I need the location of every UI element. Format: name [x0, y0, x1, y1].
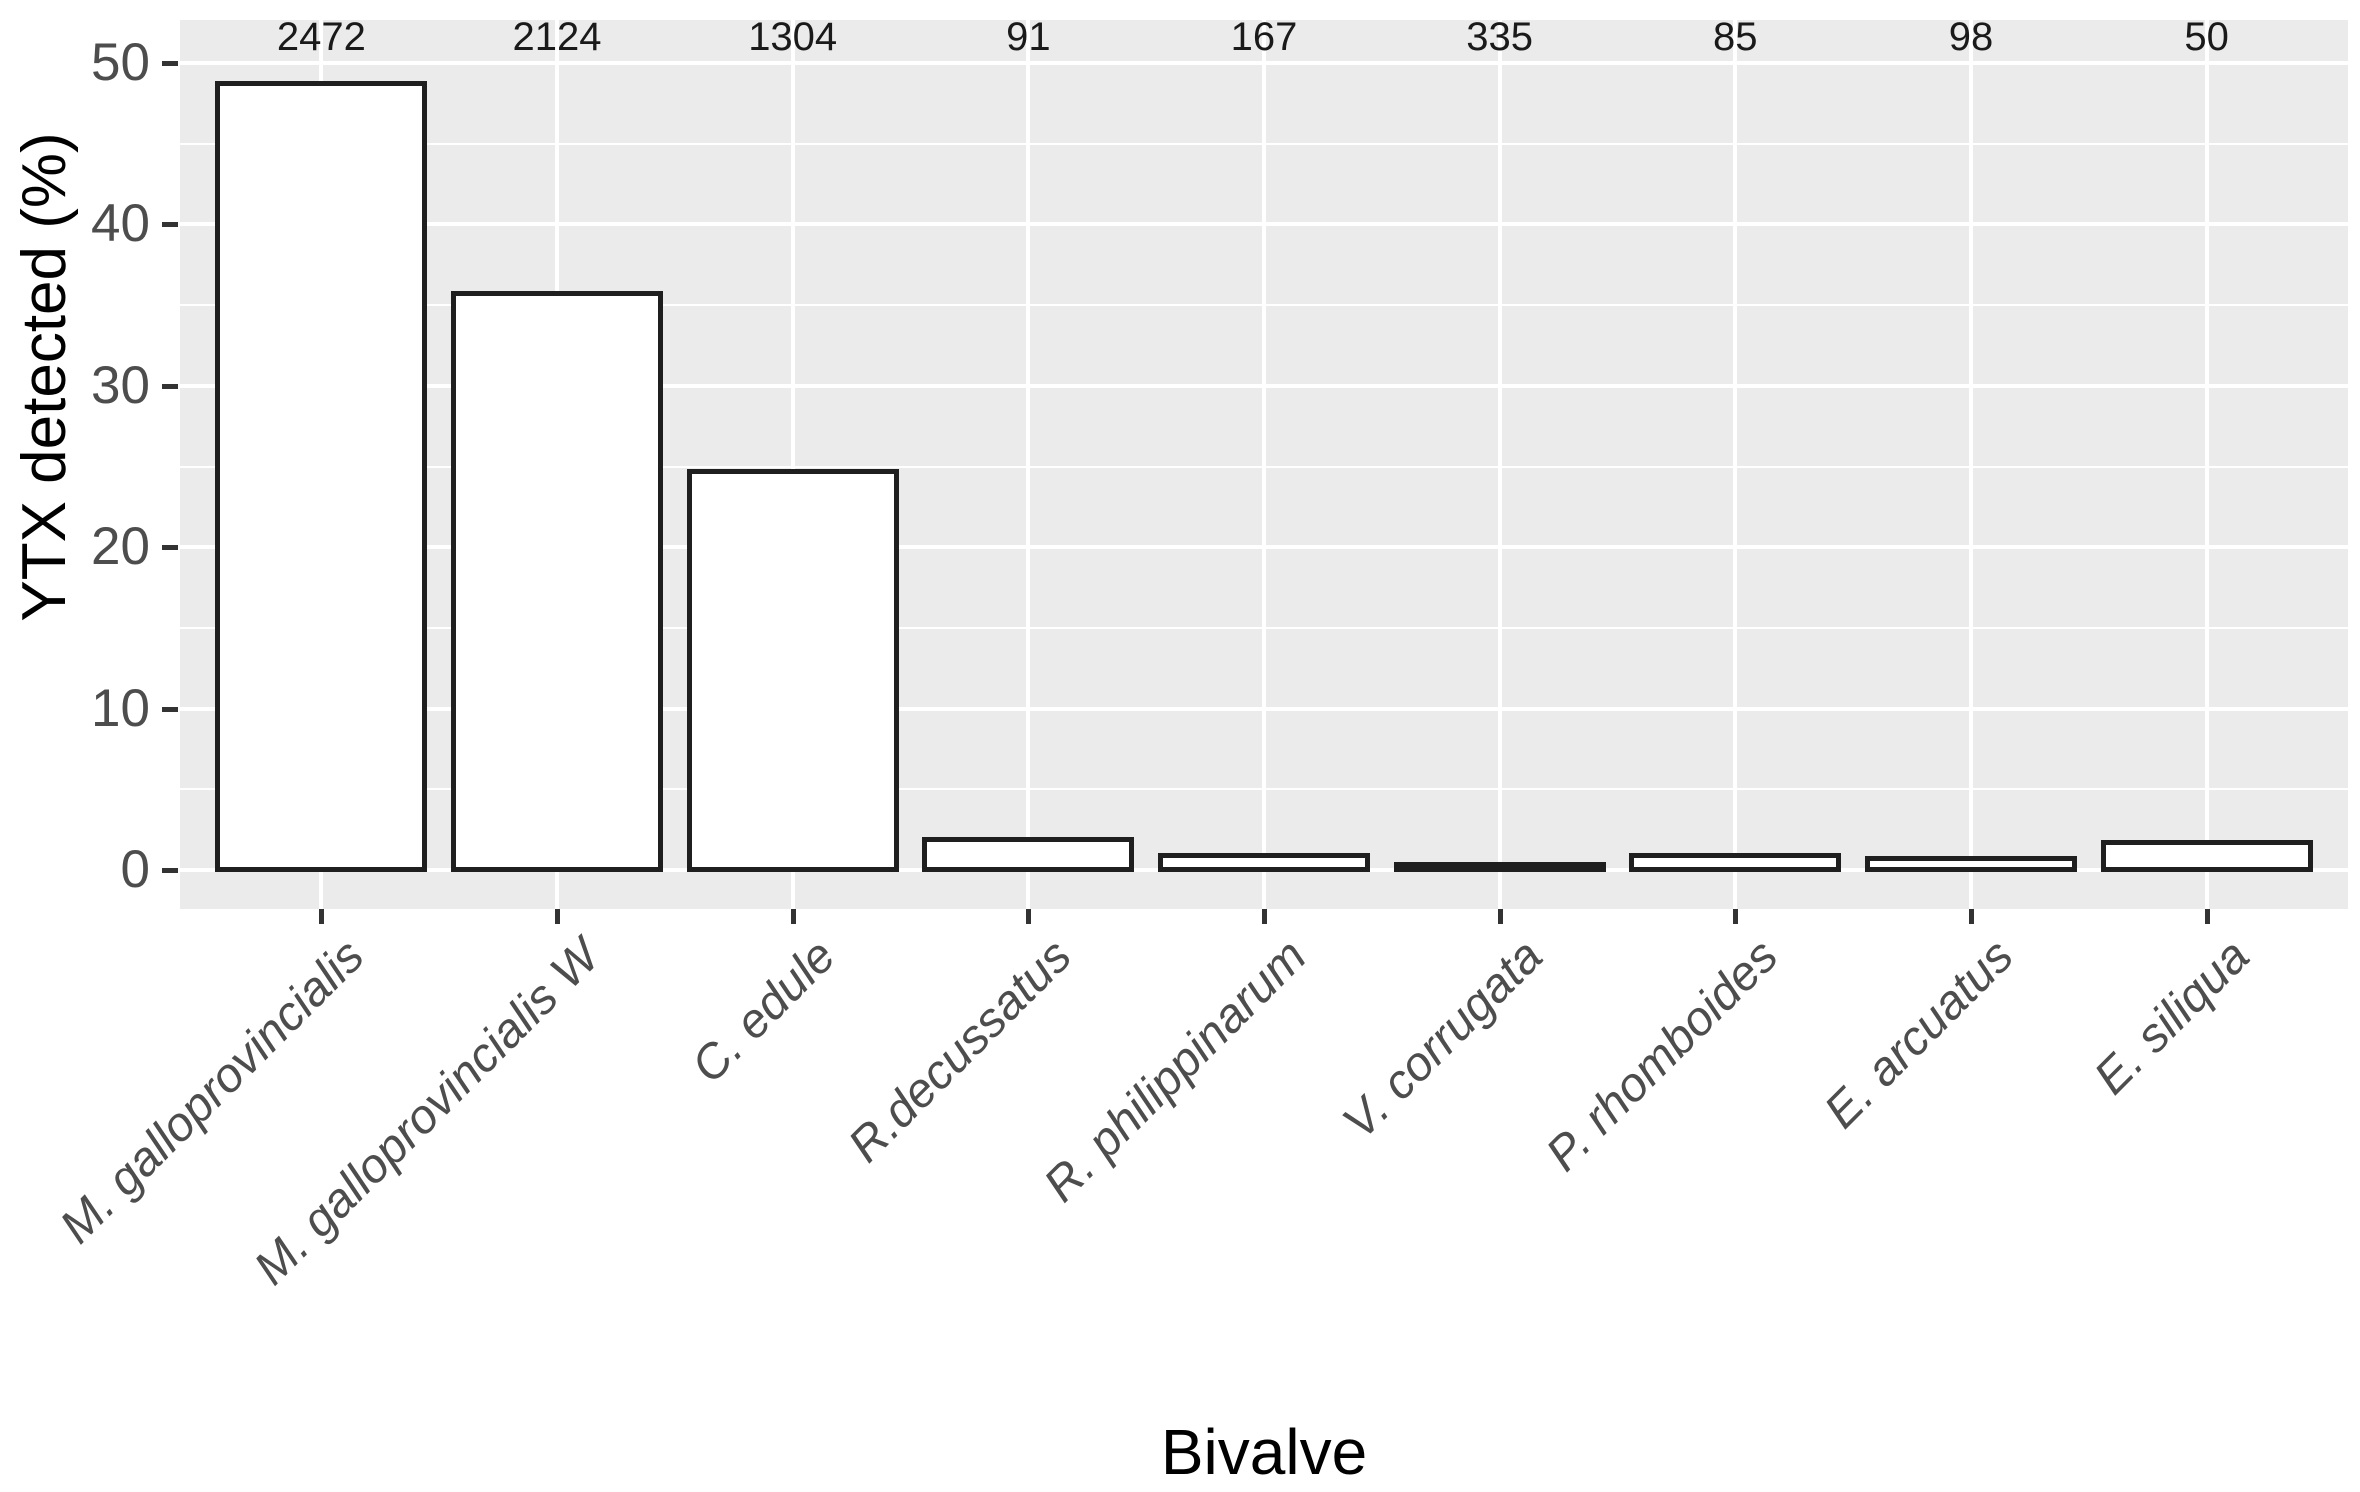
bar [1864, 855, 2077, 872]
grid-major-line-vertical [1497, 20, 1502, 909]
grid-major-line-vertical [2204, 20, 2209, 909]
count-label: 2472 [276, 15, 366, 59]
y-tick-label: 10 [91, 678, 150, 738]
x-tick-label: V. corrugata [1332, 929, 1553, 1150]
bar [215, 81, 428, 872]
x-tick-mark [1968, 909, 1974, 924]
x-tick-mark [790, 909, 796, 924]
x-tick-mark [1497, 909, 1503, 924]
count-label: 85 [1713, 15, 1758, 59]
count-label: 50 [2184, 15, 2229, 59]
x-tick-mark [1733, 909, 1739, 924]
count-label: 335 [1466, 15, 1534, 59]
bar [1158, 852, 1370, 872]
plot-panel [180, 20, 2348, 909]
count-label: 91 [1006, 15, 1051, 59]
count-label: 2124 [512, 15, 602, 59]
x-tick-label: C. edule [681, 929, 846, 1094]
x-tick-mark [319, 909, 325, 924]
y-tick-label: 30 [91, 355, 150, 415]
count-label: 1304 [748, 15, 838, 59]
x-tick-mark [1262, 909, 1267, 924]
y-tick-mark [162, 61, 178, 66]
grid-major-line-vertical [790, 20, 795, 909]
x-tick-label: E. siliqua [2084, 929, 2260, 1105]
x-tick-label: E. arcuatus [1814, 929, 2024, 1139]
bar [1393, 862, 1606, 872]
grid-major-line-vertical [1968, 20, 1973, 909]
bar [1629, 852, 1842, 872]
y-tick-label: 40 [91, 194, 150, 254]
x-tick-mark [555, 909, 561, 924]
bar [686, 468, 899, 872]
grid-major-line-vertical [1733, 20, 1738, 909]
x-tick-mark [2204, 909, 2210, 924]
count-label: 98 [1948, 15, 1994, 59]
bar [451, 290, 664, 872]
x-axis-title: Bivalve [1160, 1416, 1368, 1488]
grid-major-line-vertical [1026, 20, 1031, 909]
y-axis-title: YTX detected (%) [10, 132, 79, 622]
y-tick-mark [162, 222, 178, 228]
x-tick-label: R.decussatus [838, 929, 1082, 1173]
bar [2100, 839, 2313, 872]
y-tick-label: 0 [120, 840, 150, 899]
y-tick-mark [162, 706, 178, 712]
y-tick-label: 50 [91, 33, 150, 92]
y-tick-mark [162, 383, 178, 389]
y-tick-mark [162, 545, 178, 551]
grid-major-line-vertical [1262, 20, 1266, 909]
count-label: 167 [1230, 15, 1298, 59]
x-tick-mark [1026, 909, 1032, 924]
x-tick-label: P. rhomboides [1536, 929, 1789, 1182]
y-tick-label: 20 [91, 517, 150, 577]
bar [922, 836, 1135, 872]
y-tick-mark [162, 868, 178, 873]
